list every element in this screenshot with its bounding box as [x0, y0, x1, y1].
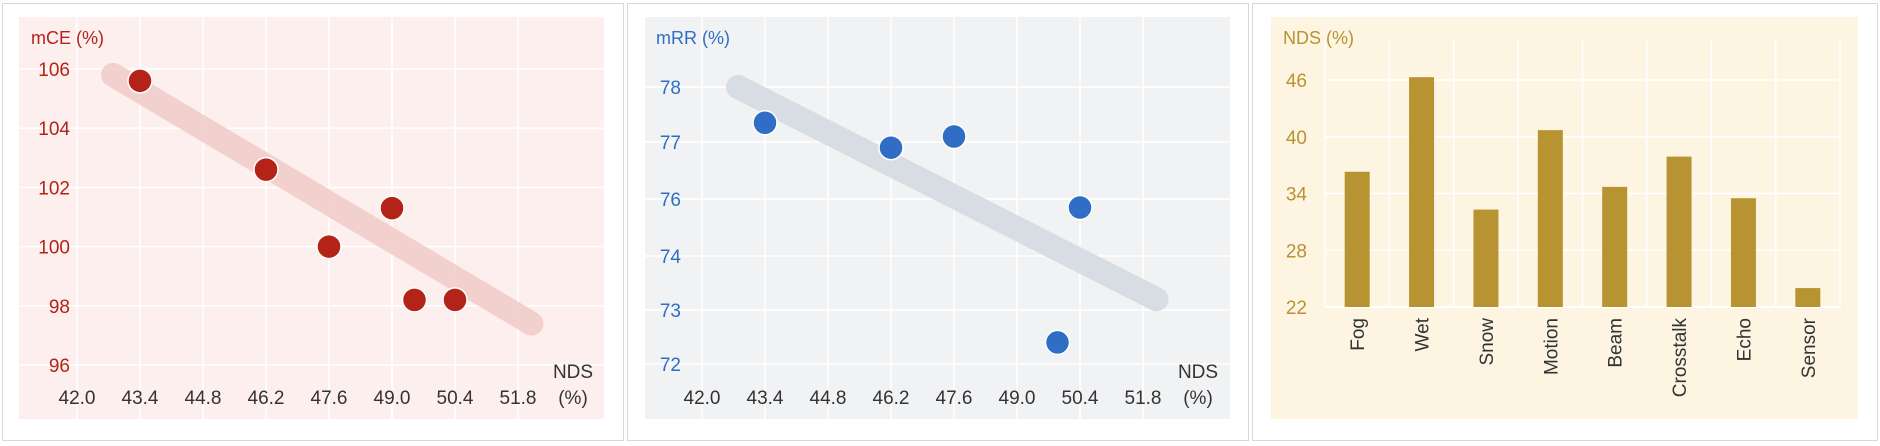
x-tick-label: 49.0 — [999, 388, 1036, 409]
y-tick-label: 28 — [1286, 241, 1307, 262]
y-tick-label: 98 — [49, 297, 70, 318]
mrr-scatter-chart: mRR (%) 72 73 74 76 77 78 42.0 43.4 44.8 46.2 47.… — [645, 17, 1230, 419]
mrr-x-axis-label: NDS — [1178, 362, 1218, 383]
y-tick-label: 100 — [38, 238, 70, 259]
data-point — [941, 123, 967, 150]
x-tick-label: 42.0 — [684, 388, 721, 409]
category-label: Motion — [1541, 318, 1562, 375]
nds-y-axis-label: NDS (%) — [1283, 28, 1354, 48]
y-tick-label: 73 — [660, 301, 681, 322]
data-point — [316, 233, 342, 260]
mrr-points — [752, 110, 1093, 356]
x-tick-label: 44.8 — [185, 388, 222, 409]
y-tick-label: 106 — [38, 60, 70, 81]
x-tick-label: 50.4 — [437, 388, 474, 409]
mce-y-ticks: 96 98 100 102 104 106 — [38, 60, 70, 377]
bar-beam — [1602, 186, 1628, 307]
data-point — [401, 287, 428, 313]
mrr-x-axis-unit: (%) — [1183, 388, 1213, 409]
y-tick-label: 77 — [660, 133, 681, 154]
data-point — [379, 195, 405, 221]
nds-bars — [1344, 77, 1821, 307]
y-tick-label: 46 — [1286, 71, 1307, 92]
y-tick-label: 40 — [1286, 128, 1307, 149]
category-label: Snow — [1477, 318, 1498, 366]
data-point — [1044, 329, 1071, 356]
y-tick-label: 74 — [660, 247, 682, 268]
bar-snow — [1473, 209, 1499, 307]
x-tick-label: 51.8 — [500, 388, 537, 409]
y-tick-label: 96 — [49, 356, 70, 377]
category-label: Echo — [1734, 318, 1755, 361]
y-tick-label: 102 — [38, 178, 70, 199]
mrr-y-ticks: 72 73 74 76 77 78 — [660, 78, 682, 376]
nds-bar-chart: NDS (%) 22 28 34 40 46 Fog Wet Snow Motion Beam C… — [1271, 17, 1858, 419]
bar-crosstalk — [1666, 156, 1692, 307]
x-tick-label: 42.0 — [59, 388, 96, 409]
mrr-x-ticks: 42.0 43.4 44.8 46.2 47.6 49.0 50.4 51.8 — [684, 388, 1162, 409]
bar-fog — [1344, 171, 1370, 307]
category-label: Wet — [1413, 317, 1434, 351]
mce-y-axis-label: mCE (%) — [31, 28, 104, 48]
trend-band — [101, 62, 544, 336]
y-tick-label: 76 — [660, 190, 681, 211]
mce-scatter-chart: mCE (%) 96 98 100 102 104 106 42.0 43.4 44.8 46.… — [19, 17, 604, 419]
category-label: Sensor — [1799, 317, 1820, 378]
mce-trend-band — [101, 62, 544, 336]
x-tick-label: 51.8 — [1125, 388, 1162, 409]
mrr-trend-band — [726, 75, 1169, 312]
y-tick-label: 78 — [660, 78, 681, 99]
bar-sensor — [1795, 288, 1821, 307]
mrr-y-axis-label: mRR (%) — [656, 28, 730, 48]
trend-band — [726, 75, 1169, 312]
x-tick-label: 47.6 — [936, 388, 973, 409]
mce-x-axis-unit: (%) — [558, 388, 588, 409]
data-point — [878, 134, 904, 161]
bar-wet — [1409, 77, 1435, 307]
x-tick-label: 47.6 — [311, 388, 348, 409]
nds-y-ticks: 22 28 34 40 46 — [1286, 71, 1308, 319]
x-tick-label: 46.2 — [248, 388, 285, 409]
category-label: Fog — [1348, 318, 1369, 351]
bar-echo — [1730, 198, 1756, 307]
x-tick-label: 50.4 — [1062, 388, 1099, 409]
mce-x-ticks: 42.0 43.4 44.8 46.2 47.6 49.0 50.4 51.8 — [59, 388, 537, 409]
mrr-gridlines — [645, 17, 1230, 419]
mce-gridlines — [19, 17, 604, 419]
nds-category-labels: Fog Wet Snow Motion Beam Crosstalk Echo Sensor — [1348, 317, 1820, 397]
y-tick-label: 104 — [38, 119, 70, 140]
x-tick-label: 43.4 — [747, 388, 784, 409]
mce-x-axis-label: NDS — [553, 362, 593, 383]
data-point — [1067, 194, 1093, 221]
x-tick-label: 43.4 — [122, 388, 159, 409]
data-point — [442, 287, 468, 313]
data-point — [253, 156, 279, 183]
category-label: Beam — [1606, 318, 1627, 368]
y-tick-label: 72 — [660, 355, 681, 376]
x-tick-label: 49.0 — [374, 388, 411, 409]
data-point — [752, 110, 778, 136]
category-label: Crosstalk — [1670, 318, 1691, 398]
x-tick-label: 46.2 — [873, 388, 910, 409]
data-point — [127, 68, 153, 94]
bar-motion — [1537, 130, 1563, 307]
x-tick-label: 44.8 — [810, 388, 847, 409]
mce-points — [127, 68, 468, 313]
y-tick-label: 34 — [1286, 185, 1308, 206]
y-tick-label: 22 — [1286, 298, 1307, 319]
